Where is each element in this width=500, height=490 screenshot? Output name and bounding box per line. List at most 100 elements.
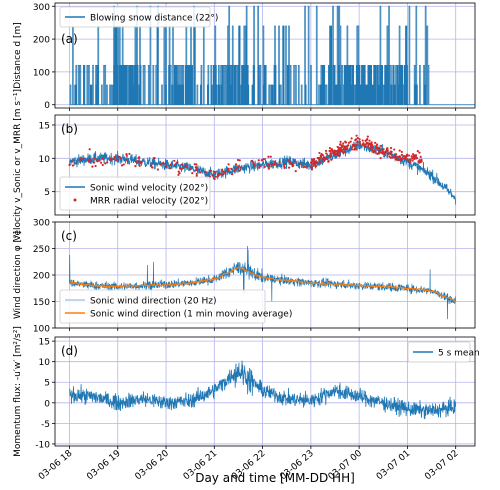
scatter-point [409,158,412,161]
panel-d: -10 -5 0 5 10 15 Momentum flux: -u′w′ [m²/s²] (… [13,326,480,457]
scatter-point [173,163,177,167]
scatter-point [270,162,273,166]
scatter-point [70,160,74,163]
scatter-point [276,164,279,167]
scatter-point [350,148,354,151]
scatter-point [328,154,332,158]
y-tick-label: 0 [44,101,50,111]
scatter-point [310,168,314,171]
scatter-point [355,134,358,137]
scatter-point [278,160,281,164]
y-axis-label: Distance d [m] [13,22,23,89]
axes-frame [54,114,476,216]
scatter-point [116,158,119,161]
scatter-point [230,167,233,170]
scatter-point [128,152,131,156]
scatter-point [220,168,224,171]
scatter-point [323,157,326,161]
panel-b: 5 10 15 Velocity v_Sonic or v_MRR [m s⁻¹] (b… [13,89,476,241]
scatter-point [364,139,367,142]
scatter-point [153,157,156,160]
scatter-point [82,157,85,161]
scatter-point [411,157,414,160]
scatter-point [325,152,328,155]
scatter-point [92,161,96,164]
scatter-point [381,152,384,155]
scatter-point [333,151,336,155]
scatter-point [343,150,346,154]
y-tick-label: 10 [39,358,51,368]
scatter-point [134,160,138,163]
scatter-point [377,151,381,155]
scatter-point [223,171,227,174]
scatter-point [358,142,362,145]
y-axis-label: Momentum flux: -u′w′ [m²/s²] [13,326,23,457]
scatter-point [239,166,242,169]
scatter-point [399,157,402,161]
plot-area [69,5,475,106]
scatter-point [195,169,198,172]
scatter-point [398,149,401,152]
scatter-point [400,153,403,157]
y-tick-label: 100 [33,325,50,335]
scatter-point [414,154,418,157]
panel-label: (a) [61,32,78,46]
legend-label: Blowing snow distance (22°) [90,14,218,24]
scatter-point [354,139,357,142]
scatter-point [140,161,143,164]
plot-area [69,360,456,420]
scatter-point [394,153,398,156]
legend: Blowing snow distance (22°) [59,6,218,28]
scatter-point [316,156,319,160]
scatter-point [233,169,236,173]
scatter-point [213,177,216,181]
scatter-point [379,144,383,147]
scatter-point [310,165,313,168]
scatter-point [350,137,353,140]
legend: Sonic wind velocity (202°) MRR radial vel… [59,176,211,211]
scatter-point [88,148,91,151]
scatter-point [401,157,405,160]
scatter-point [217,174,220,177]
legend-box [407,341,471,363]
scatter-point [238,159,241,162]
scatter-point [262,158,266,161]
scatter-point [287,159,290,162]
y-tick-label: 100 [33,68,50,78]
y-tick-label: 5 [44,188,50,198]
scatter-point [283,163,287,166]
scatter-point [346,145,349,148]
scatter-point [291,164,294,168]
scatter-point [327,160,330,163]
y-tick-label: 5 [44,379,50,389]
scatter-point [112,157,115,160]
y-tick-label: 300 [33,3,50,13]
scatter-point [290,162,293,165]
y-tick-label: 200 [33,36,50,46]
scatter-point [109,157,112,160]
panels: 0 100 200 300 Distance d [m] (a) Blowing snow … [13,2,480,457]
y-tick-label: 150 [33,298,50,308]
scatter-point [368,143,371,146]
scatter-point [347,141,351,144]
scatter-point [420,159,423,162]
scatter-point [400,150,403,154]
scatter-point [388,155,391,158]
scatter-point [287,166,291,169]
scatter-point [342,142,345,145]
scatter-point [214,175,218,178]
scatter-point [315,162,318,165]
legend-label: Sonic wind direction (20 Hz) [90,297,217,307]
scatter-point [381,149,384,153]
scatter-point [219,173,222,176]
scatter-point [366,135,369,138]
scatter-point [269,155,272,158]
plot-area [68,134,456,205]
x-tick-label: 03-06 20 [134,448,172,482]
scatter-point [236,158,240,162]
scatter-point [318,160,321,164]
legend: Sonic wind direction (20 Hz) Sonic wind d… [59,289,292,324]
scatter-point [386,152,390,156]
scatter-point [94,164,97,168]
scatter-point [376,143,379,146]
